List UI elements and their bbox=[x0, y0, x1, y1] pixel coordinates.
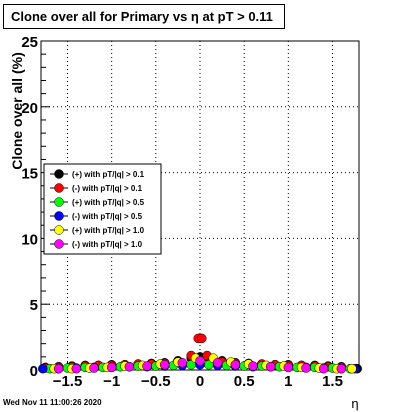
y-tick-label: 0 bbox=[30, 363, 38, 380]
data-point bbox=[248, 361, 258, 371]
x-tick-label: 1.5 bbox=[322, 373, 343, 390]
data-point bbox=[301, 363, 311, 373]
data-point bbox=[177, 358, 188, 368]
legend-marker bbox=[54, 197, 64, 207]
data-point bbox=[197, 333, 207, 344]
data-point bbox=[159, 359, 170, 370]
data-point bbox=[318, 363, 329, 374]
legend-marker bbox=[54, 225, 64, 235]
y-tick-label: 10 bbox=[21, 231, 38, 248]
y-tick-label: 20 bbox=[21, 100, 38, 117]
x-axis-label: η bbox=[351, 396, 358, 411]
data-markers bbox=[38, 333, 362, 374]
data-point bbox=[265, 361, 276, 372]
x-tick-label: 0 bbox=[196, 373, 204, 390]
data-point bbox=[347, 363, 357, 374]
legend-label: (-) with pT/|q| > 0.1 bbox=[72, 184, 143, 193]
tick-labels: 0 5 10 15 20 25 −1.5 −1 −0.5 0 0.5 1 1.5 bbox=[21, 34, 343, 390]
data-point bbox=[212, 358, 223, 368]
data-point bbox=[230, 359, 241, 370]
legend-box bbox=[43, 163, 162, 255]
x-tick-label: −1.5 bbox=[53, 373, 83, 390]
data-point bbox=[124, 361, 135, 372]
timestamp: Wed Nov 11 11:00:26 2020 bbox=[3, 398, 102, 407]
data-point bbox=[283, 362, 294, 373]
x-tick-label: −1 bbox=[103, 373, 120, 390]
legend-label: (+) with pT/|q| > 1.0 bbox=[72, 226, 145, 235]
y-axis-label: Clone over all (%) bbox=[9, 52, 25, 169]
data-point bbox=[142, 361, 152, 371]
data-point bbox=[106, 362, 117, 373]
y-tick-label: 5 bbox=[30, 297, 38, 314]
x-tick-label: 1 bbox=[284, 373, 292, 390]
legend-marker bbox=[54, 169, 64, 179]
x-tick-label: 0.5 bbox=[234, 373, 255, 390]
y-tick-label: 25 bbox=[21, 34, 38, 51]
legend-marker bbox=[54, 211, 64, 221]
data-point bbox=[195, 356, 205, 366]
chart-title: Clone over all for Primary vs η at pT > … bbox=[3, 4, 285, 29]
legend-marker bbox=[54, 239, 64, 249]
data-point bbox=[38, 363, 48, 374]
data-point bbox=[71, 363, 82, 374]
y-tick-label: 15 bbox=[21, 166, 38, 183]
legend-label: (+) with pT/|q| > 0.1 bbox=[72, 170, 145, 179]
legend-marker bbox=[54, 183, 64, 193]
data-point bbox=[89, 363, 99, 373]
legend-label: (-) with pT/|q| > 1.0 bbox=[72, 240, 143, 249]
legend-label: (-) with pT/|q| > 0.5 bbox=[72, 212, 143, 221]
legend-label: (+) with pT/|q| > 0.5 bbox=[72, 198, 145, 207]
x-tick-label: −0.5 bbox=[141, 373, 171, 390]
data-point bbox=[53, 363, 64, 374]
data-point bbox=[336, 363, 347, 374]
legend: (+) with pT/|q| > 0.1 (-) with pT/|q| > 0… bbox=[43, 163, 162, 255]
